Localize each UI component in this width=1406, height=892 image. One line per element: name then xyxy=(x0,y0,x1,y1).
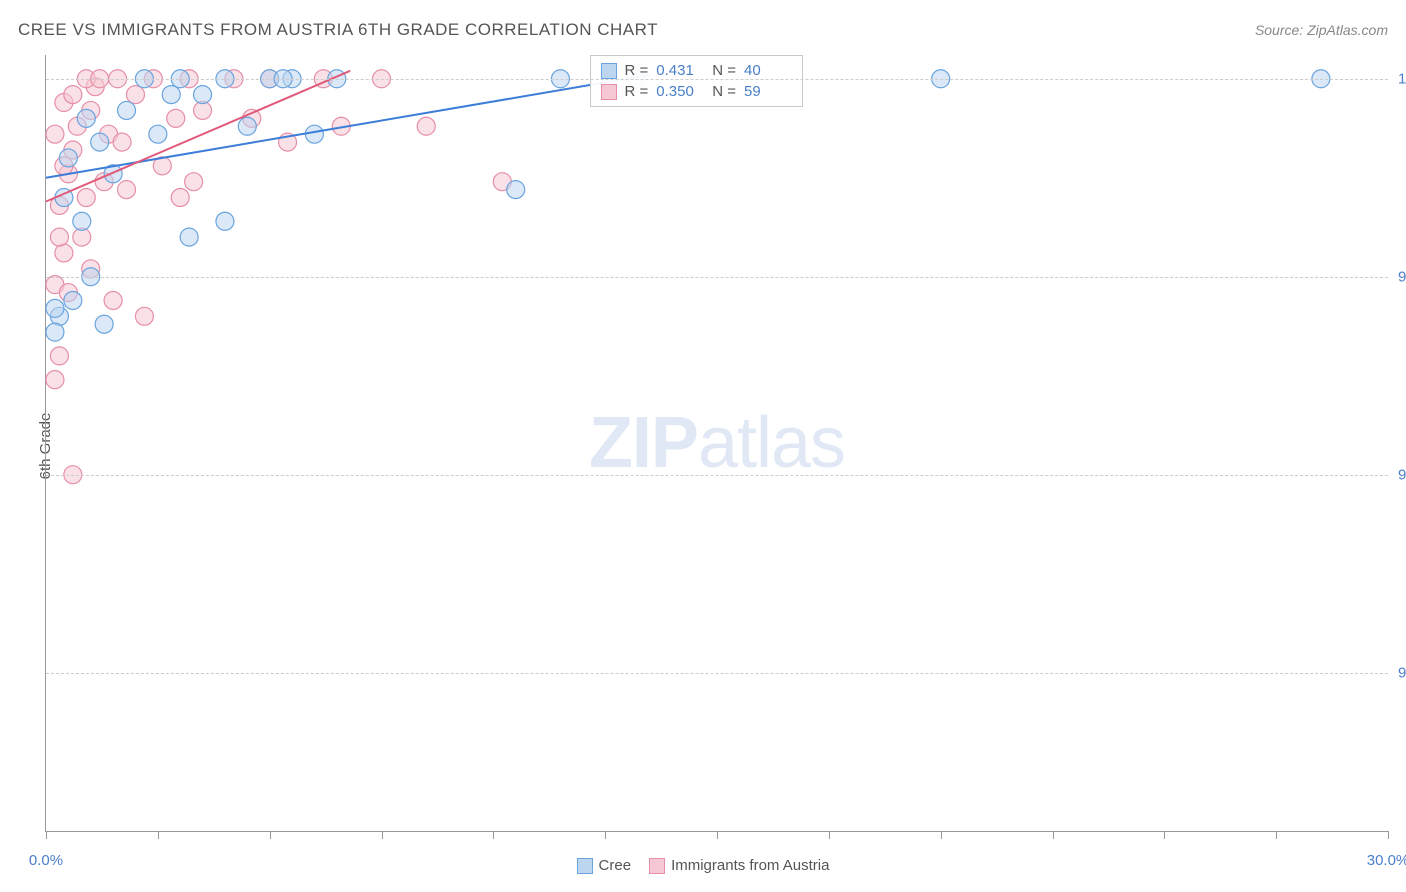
data-point xyxy=(91,133,109,151)
data-point xyxy=(180,228,198,246)
data-point xyxy=(162,86,180,104)
stats-row: R = 0.350 N = 59 xyxy=(601,81,793,102)
data-point xyxy=(185,173,203,191)
data-point xyxy=(64,86,82,104)
x-tick xyxy=(382,831,383,839)
legend-swatch xyxy=(649,858,665,874)
x-tick xyxy=(605,831,606,839)
plot-area: ZIPatlas R =0.431N =40R =0.350N =59 92.5… xyxy=(45,55,1388,832)
y-tick-label: 92.5% xyxy=(1398,664,1406,681)
data-point xyxy=(238,117,256,135)
chart-title: CREE VS IMMIGRANTS FROM AUSTRIA 6TH GRAD… xyxy=(18,20,658,40)
r-label: R = xyxy=(625,83,649,100)
data-point xyxy=(46,299,64,317)
r-label: R = xyxy=(625,62,649,79)
data-point xyxy=(55,244,73,262)
data-point xyxy=(305,125,323,143)
data-point xyxy=(95,315,113,333)
x-tick xyxy=(158,831,159,839)
data-point xyxy=(104,291,122,309)
r-value: 0.431 xyxy=(656,62,704,79)
data-point xyxy=(118,101,136,119)
gridline xyxy=(46,79,1388,80)
data-point xyxy=(171,189,189,207)
legend-swatch xyxy=(601,84,617,100)
x-tick xyxy=(717,831,718,839)
data-point xyxy=(118,181,136,199)
data-point xyxy=(64,291,82,309)
data-point xyxy=(50,347,68,365)
x-tick xyxy=(941,831,942,839)
data-point xyxy=(216,212,234,230)
x-tick xyxy=(1388,831,1389,839)
data-point xyxy=(167,109,185,127)
n-value: 40 xyxy=(744,62,792,79)
legend-item: Immigrants from Austria xyxy=(649,857,829,874)
legend-swatch xyxy=(601,63,617,79)
data-point xyxy=(507,181,525,199)
y-tick-label: 97.5% xyxy=(1398,268,1406,285)
legend-label: Immigrants from Austria xyxy=(671,857,829,874)
data-point xyxy=(59,149,77,167)
data-point xyxy=(194,86,212,104)
y-tick-label: 95.0% xyxy=(1398,466,1406,483)
source-attribution: Source: ZipAtlas.com xyxy=(1255,22,1388,38)
data-point xyxy=(417,117,435,135)
y-tick-label: 100.0% xyxy=(1398,70,1406,87)
n-value: 59 xyxy=(744,83,792,100)
stats-legend-box: R = 0.431 N = 40 R = 0.350 N = 59 xyxy=(590,55,804,107)
data-point xyxy=(73,212,91,230)
data-point xyxy=(46,125,64,143)
data-point xyxy=(46,371,64,389)
chart-svg xyxy=(46,55,1388,831)
r-value: 0.350 xyxy=(656,83,704,100)
data-point xyxy=(126,86,144,104)
data-point xyxy=(135,307,153,325)
n-label: N = xyxy=(712,62,736,79)
x-tick xyxy=(270,831,271,839)
footer-legend: Cree Immigrants from Austria xyxy=(0,857,1406,874)
header: CREE VS IMMIGRANTS FROM AUSTRIA 6TH GRAD… xyxy=(18,20,1388,40)
gridline xyxy=(46,277,1388,278)
data-point xyxy=(113,133,131,151)
x-tick xyxy=(1164,831,1165,839)
x-tick xyxy=(1276,831,1277,839)
legend-label: Cree xyxy=(599,857,632,874)
chart-container: ZIPatlas R =0.431N =40R =0.350N =59 92.5… xyxy=(45,55,1388,832)
legend-item: Cree xyxy=(577,857,632,874)
x-tick xyxy=(493,831,494,839)
data-point xyxy=(149,125,167,143)
legend-swatch xyxy=(577,858,593,874)
data-point xyxy=(77,109,95,127)
x-tick xyxy=(1053,831,1054,839)
gridline xyxy=(46,673,1388,674)
n-label: N = xyxy=(712,83,736,100)
x-tick xyxy=(46,831,47,839)
x-tick xyxy=(829,831,830,839)
data-point xyxy=(50,228,68,246)
data-point xyxy=(46,323,64,341)
gridline xyxy=(46,475,1388,476)
data-point xyxy=(77,189,95,207)
